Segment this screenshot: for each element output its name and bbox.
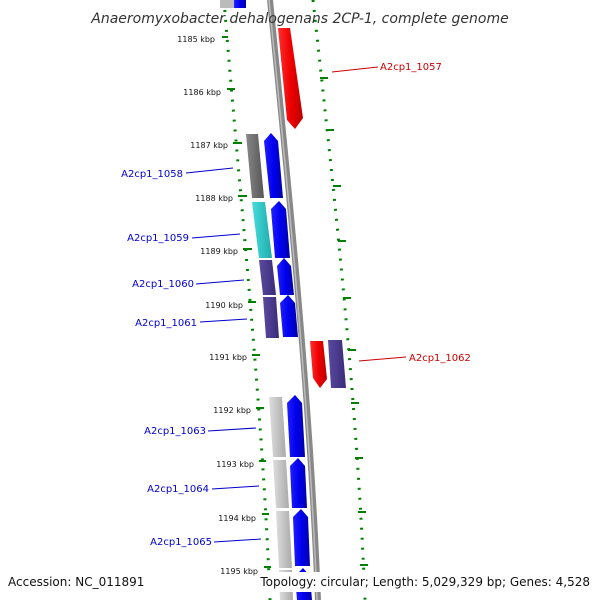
tick-labels: 1185 kbp 1186 kbp 1187 kbp 1188 kbp 1189…	[177, 35, 258, 576]
tick-label: 1192 kbp	[213, 406, 251, 415]
gene-a2cp1-1060[interactable]	[277, 258, 294, 295]
gene-label-a2cp1-1058[interactable]: A2cp1_1058	[121, 169, 183, 180]
tick-label: 1186 kbp	[183, 88, 221, 97]
map-title: Anaeromyxobacter dehalogenans 2CP-1, com…	[90, 11, 508, 27]
tick-label: 1195 kbp	[220, 567, 258, 576]
gene-label-a2cp1-1062[interactable]: A2cp1_1062	[409, 353, 471, 364]
cog-box-a2cp1-1065	[276, 511, 292, 568]
footer-background-left	[4, 572, 162, 592]
gene-a2cp1-1059[interactable]	[271, 201, 290, 258]
gene-labels: A2cp1_1057 A2cp1_1058 A2cp1_1059 A2cp1_1…	[121, 62, 471, 548]
genome-backbone	[267, 0, 321, 600]
gene-label-a2cp1-1061[interactable]: A2cp1_1061	[135, 318, 197, 329]
tick-label: 1193 kbp	[216, 460, 254, 469]
gene-a2cp1-1058[interactable]	[264, 133, 283, 198]
genome-backbone-highlight	[268, 0, 318, 600]
cog-box-a2cp1-1063	[269, 397, 286, 457]
topology-text: Topology: circular; Length: 5,029,329 bp…	[259, 575, 590, 589]
gene-a2cp1-1064[interactable]	[290, 458, 307, 508]
tick-label: 1185 kbp	[177, 35, 215, 44]
cog-box-a2cp1-1059	[252, 202, 272, 258]
tick-label: 1194 kbp	[218, 514, 256, 523]
gene-label-a2cp1-1065[interactable]: A2cp1_1065	[150, 537, 212, 548]
gene-partial-top-cog	[220, 0, 234, 8]
gene-partial-top	[234, 0, 246, 8]
cog-box-a2cp1-1062	[328, 340, 346, 388]
gene-label-a2cp1-1064[interactable]: A2cp1_1064	[147, 484, 209, 495]
gene-a2cp1-1062[interactable]	[310, 341, 327, 388]
gene-a2cp1-1061[interactable]	[280, 295, 298, 337]
cog-box-a2cp1-1061	[263, 297, 279, 338]
gc-track-left	[222, 0, 272, 600]
tick-label: 1190 kbp	[205, 301, 243, 310]
gc-marks	[222, 36, 368, 568]
tick-label: 1191 kbp	[209, 353, 247, 362]
label-connectors	[185, 66, 407, 543]
gc-track-right	[311, 0, 367, 600]
gene-label-a2cp1-1059[interactable]: A2cp1_1059	[127, 233, 189, 244]
gene-a2cp1-1065[interactable]	[293, 509, 310, 566]
gene-a2cp1-1063[interactable]	[287, 395, 305, 457]
footer-background-right	[258, 572, 596, 592]
accession-text: Accession: NC_011891	[8, 575, 144, 589]
gene-label-a2cp1-1057[interactable]: A2cp1_1057	[380, 62, 442, 73]
tick-label: 1189 kbp	[200, 247, 238, 256]
cog-box-a2cp1-1064	[273, 460, 289, 508]
gene-label-a2cp1-1063[interactable]: A2cp1_1063	[144, 426, 206, 437]
cog-box-a2cp1-1060	[259, 260, 276, 295]
gene-a2cp1-1057[interactable]	[278, 28, 303, 129]
gene-label-a2cp1-1060[interactable]: A2cp1_1060	[132, 279, 194, 290]
cog-box-a2cp1-1058	[246, 134, 264, 198]
tick-label: 1188 kbp	[195, 194, 233, 203]
tick-label: 1187 kbp	[190, 141, 228, 150]
